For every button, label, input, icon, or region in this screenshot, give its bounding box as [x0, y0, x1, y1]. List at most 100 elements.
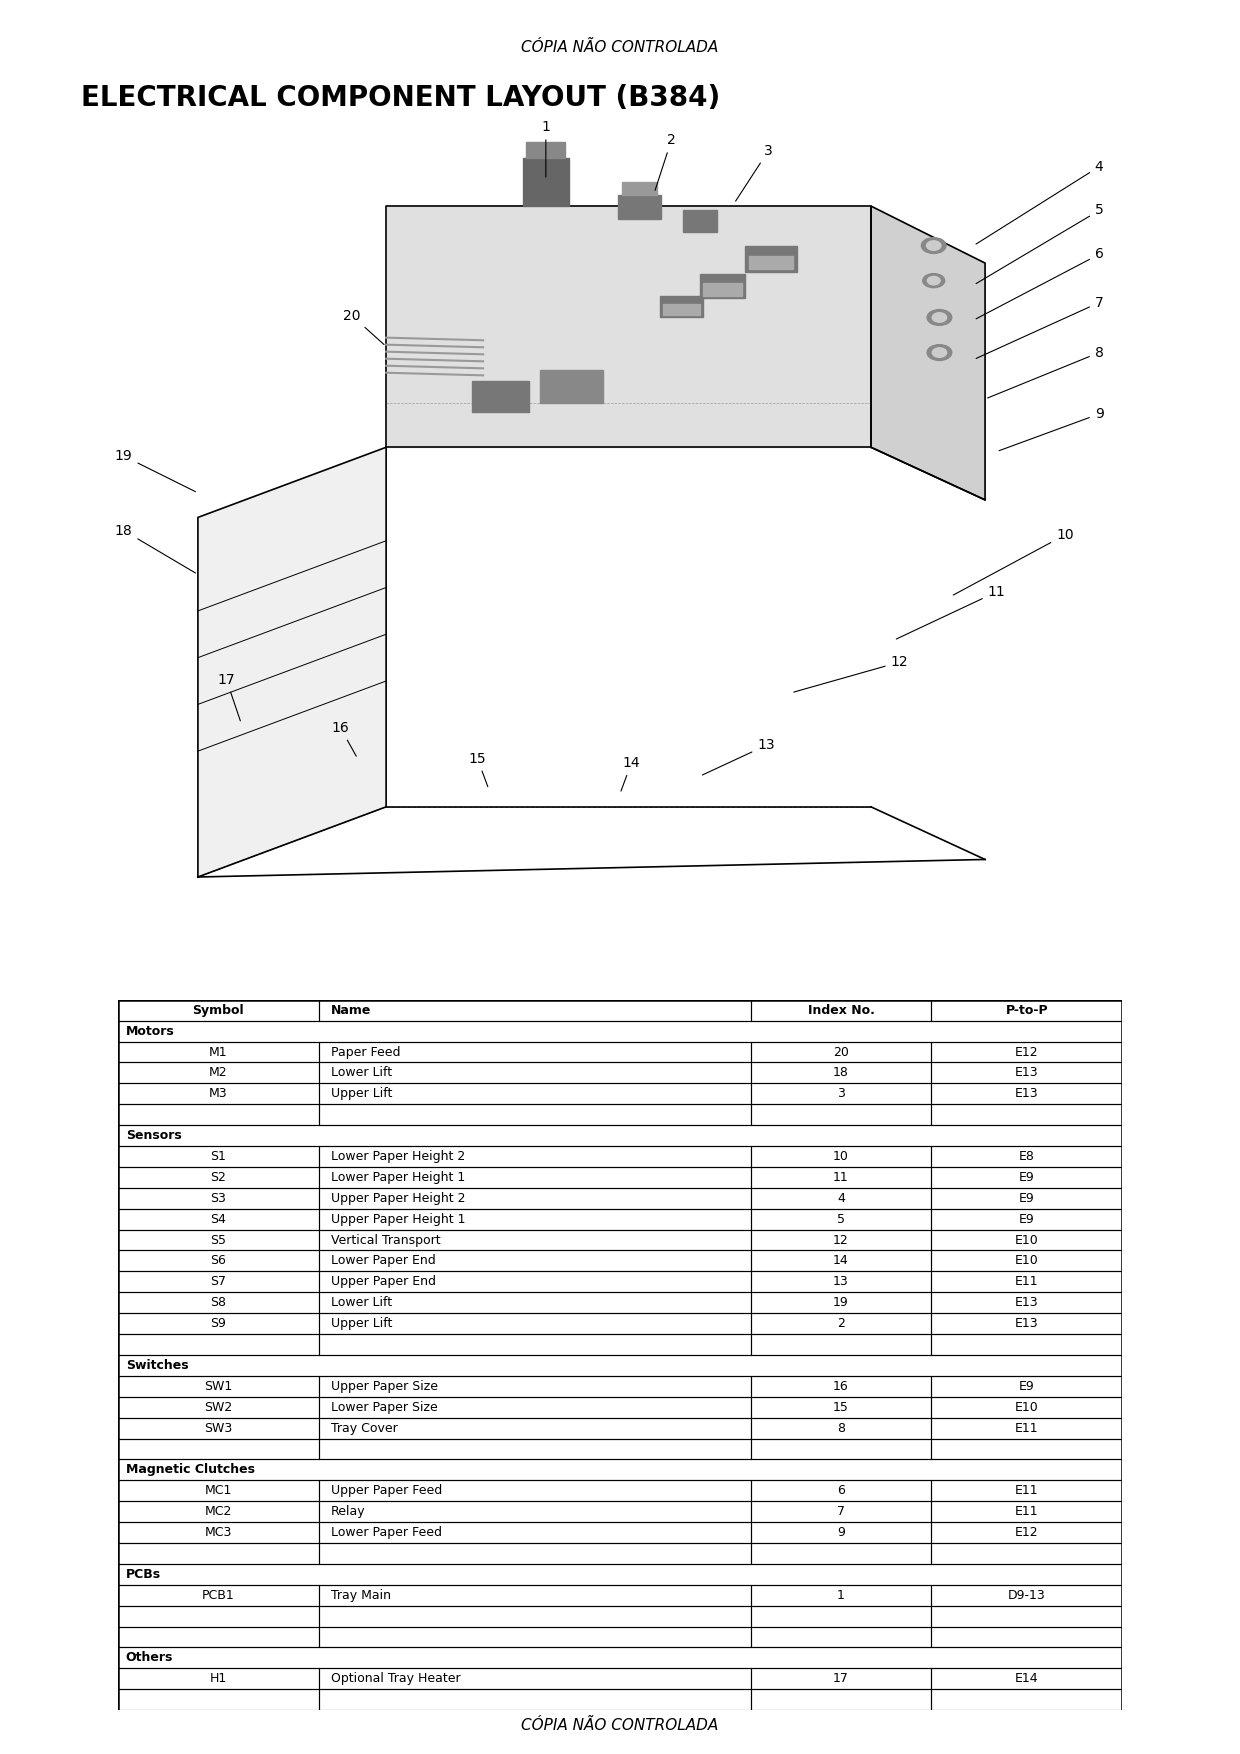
- Bar: [319, 1063, 750, 1084]
- Bar: [931, 1586, 1122, 1605]
- Bar: [118, 1187, 319, 1209]
- Ellipse shape: [928, 310, 952, 326]
- Bar: [319, 1417, 750, 1438]
- Bar: [750, 1293, 931, 1314]
- Bar: [319, 1042, 750, 1063]
- Bar: [118, 1480, 319, 1501]
- Text: Lower Paper Size: Lower Paper Size: [331, 1401, 438, 1414]
- Bar: [319, 1626, 750, 1647]
- Bar: [931, 1230, 1122, 1251]
- Bar: [319, 1166, 750, 1187]
- Bar: [750, 1522, 931, 1544]
- Text: Motors: Motors: [125, 1024, 175, 1038]
- Text: H1: H1: [210, 1672, 227, 1686]
- Bar: [750, 1272, 931, 1293]
- Bar: [931, 1396, 1122, 1417]
- Text: Lower Paper Height 2: Lower Paper Height 2: [331, 1151, 465, 1163]
- Bar: [118, 1063, 319, 1084]
- Text: E9: E9: [1019, 1172, 1034, 1184]
- Bar: [319, 1375, 750, 1396]
- Text: Lower Paper Feed: Lower Paper Feed: [331, 1526, 441, 1538]
- Bar: [118, 1605, 319, 1626]
- Bar: [931, 1314, 1122, 1335]
- Text: Paper Feed: Paper Feed: [331, 1045, 401, 1058]
- Text: E13: E13: [1016, 1296, 1039, 1308]
- Text: 15: 15: [833, 1401, 849, 1414]
- Bar: [118, 1522, 319, 1544]
- Text: E11: E11: [1016, 1505, 1039, 1519]
- Text: Upper Paper Feed: Upper Paper Feed: [331, 1484, 441, 1498]
- Text: 17: 17: [217, 674, 241, 721]
- Text: 12: 12: [794, 656, 909, 693]
- Bar: [750, 1544, 931, 1565]
- Bar: [750, 1605, 931, 1626]
- Text: 5: 5: [837, 1212, 844, 1226]
- Bar: [931, 1335, 1122, 1354]
- Bar: [750, 1105, 931, 1124]
- Bar: [750, 1187, 931, 1209]
- Text: 11: 11: [833, 1172, 849, 1184]
- Bar: [750, 1480, 931, 1501]
- Text: Others: Others: [125, 1652, 174, 1665]
- Bar: [750, 1375, 931, 1396]
- Bar: [931, 1272, 1122, 1293]
- Text: Sensors: Sensors: [125, 1130, 181, 1142]
- Polygon shape: [870, 205, 985, 500]
- Text: M2: M2: [208, 1066, 228, 1079]
- Text: 7: 7: [837, 1505, 844, 1519]
- Text: E13: E13: [1016, 1066, 1039, 1079]
- Bar: [319, 1522, 750, 1544]
- Text: 20: 20: [343, 309, 384, 344]
- Bar: [750, 1209, 931, 1230]
- Text: Relay: Relay: [331, 1505, 366, 1519]
- Bar: [750, 1166, 931, 1187]
- Text: PCB1: PCB1: [202, 1589, 234, 1601]
- Text: 3: 3: [735, 144, 773, 202]
- Text: Upper Lift: Upper Lift: [331, 1317, 392, 1330]
- Text: Tray Cover: Tray Cover: [331, 1421, 398, 1435]
- Bar: [523, 158, 569, 205]
- Bar: [931, 1105, 1122, 1124]
- Text: P-to-P: P-to-P: [1006, 1003, 1048, 1017]
- Text: CÓPIA NÃO CONTROLADA: CÓPIA NÃO CONTROLADA: [521, 1717, 719, 1733]
- Bar: [931, 1063, 1122, 1084]
- Bar: [319, 1480, 750, 1501]
- Text: E9: E9: [1019, 1380, 1034, 1393]
- Bar: [622, 181, 656, 195]
- Text: E13: E13: [1016, 1317, 1039, 1330]
- Text: E11: E11: [1016, 1275, 1039, 1289]
- Bar: [750, 1230, 931, 1251]
- Bar: [750, 1251, 931, 1272]
- Text: Lower Paper Height 1: Lower Paper Height 1: [331, 1172, 465, 1184]
- Text: D9-13: D9-13: [1008, 1589, 1045, 1601]
- Text: S8: S8: [211, 1296, 226, 1308]
- Bar: [319, 1084, 750, 1105]
- Bar: [750, 1586, 931, 1605]
- Bar: [618, 195, 661, 219]
- Bar: [931, 1605, 1122, 1626]
- Text: 1: 1: [542, 121, 551, 177]
- Text: E10: E10: [1014, 1254, 1039, 1268]
- Bar: [118, 1124, 1122, 1145]
- Bar: [931, 1251, 1122, 1272]
- Text: 16: 16: [331, 721, 356, 756]
- Ellipse shape: [928, 277, 940, 284]
- Text: 10: 10: [954, 528, 1074, 595]
- Text: E12: E12: [1016, 1045, 1039, 1058]
- Text: Upper Paper Size: Upper Paper Size: [331, 1380, 438, 1393]
- Bar: [931, 1375, 1122, 1396]
- Text: 5: 5: [976, 203, 1104, 284]
- Ellipse shape: [932, 312, 946, 323]
- Bar: [118, 1438, 319, 1459]
- Bar: [118, 1459, 1122, 1480]
- Text: S3: S3: [211, 1191, 226, 1205]
- Text: 2: 2: [837, 1317, 844, 1330]
- Text: S2: S2: [211, 1172, 226, 1184]
- Bar: [118, 1565, 1122, 1586]
- Bar: [745, 246, 797, 272]
- Text: CÓPIA NÃO CONTROLADA: CÓPIA NÃO CONTROLADA: [521, 40, 719, 56]
- Text: E8: E8: [1019, 1151, 1034, 1163]
- Text: ELECTRICAL COMPONENT LAYOUT (B384): ELECTRICAL COMPONENT LAYOUT (B384): [81, 84, 720, 112]
- Text: 13: 13: [702, 738, 775, 775]
- Text: 8: 8: [987, 346, 1104, 398]
